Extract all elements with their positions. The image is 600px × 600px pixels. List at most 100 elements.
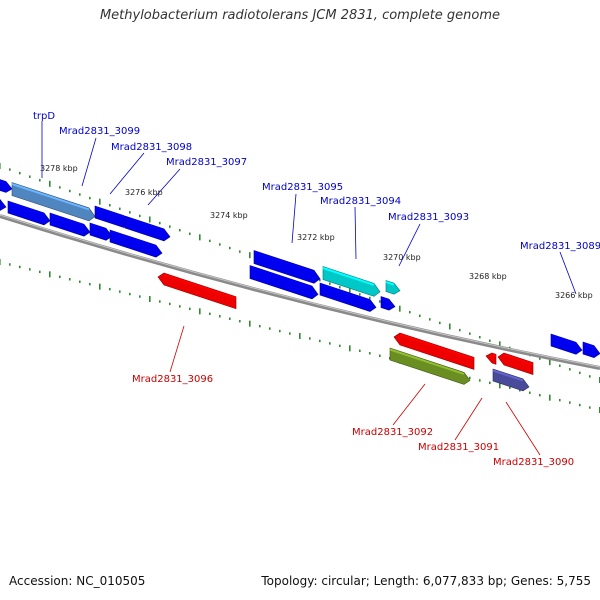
tick-dot bbox=[409, 311, 411, 314]
gene-shine bbox=[491, 353, 497, 357]
gene-3093-cyan[interactable] bbox=[385, 280, 401, 295]
gene-body bbox=[0, 199, 7, 211]
gene-shine bbox=[380, 297, 390, 302]
scale-tick-label: 3268 kbp bbox=[469, 272, 507, 281]
gene-3094[interactable] bbox=[322, 266, 381, 297]
gene-3090[interactable] bbox=[497, 352, 534, 375]
gene-label-forward[interactable]: Mrad2831_3094 bbox=[320, 196, 401, 207]
tick-dot bbox=[509, 386, 511, 389]
tick-dot bbox=[589, 375, 591, 378]
gene-body bbox=[322, 266, 381, 297]
tick-dot bbox=[79, 193, 81, 196]
tick-dot bbox=[359, 293, 361, 296]
tick-dot bbox=[349, 287, 351, 294]
gene-shine bbox=[319, 283, 371, 302]
gene-label-reverse[interactable]: Mrad2831_3092 bbox=[352, 427, 433, 438]
tick-dot bbox=[19, 265, 21, 269]
tick-dot bbox=[369, 296, 371, 300]
tick-dot bbox=[119, 290, 121, 293]
gene-3093[interactable] bbox=[380, 296, 396, 311]
gene-3096[interactable] bbox=[157, 272, 237, 310]
gene-label-forward[interactable]: Mrad2831_3097 bbox=[166, 157, 247, 168]
tick-dot bbox=[59, 186, 61, 189]
tick-dot bbox=[499, 341, 501, 348]
gene-3091[interactable] bbox=[485, 352, 497, 365]
tick-dot bbox=[139, 214, 141, 218]
tick-dot bbox=[319, 339, 321, 343]
gene-body bbox=[497, 352, 534, 375]
gene-shine bbox=[109, 230, 157, 248]
gene-edge-top[interactable] bbox=[0, 179, 13, 193]
gene-3095[interactable] bbox=[249, 265, 319, 300]
gene-label-reverse[interactable]: Mrad2831_3091 bbox=[418, 442, 499, 453]
inner-dot-row bbox=[0, 259, 600, 413]
gene-shine bbox=[94, 206, 125, 219]
tick-dot bbox=[339, 286, 341, 289]
gene-body bbox=[249, 265, 319, 300]
backbone-highlight bbox=[0, 214, 600, 368]
gene-3097[interactable] bbox=[109, 229, 163, 258]
tick-dot bbox=[589, 406, 591, 409]
tick-dot bbox=[39, 179, 41, 182]
tick-dot bbox=[379, 354, 381, 357]
gene-3092-olive[interactable] bbox=[389, 347, 471, 385]
tick-dot bbox=[69, 189, 71, 193]
tick-dot bbox=[339, 344, 341, 348]
scale-tick-label: 3278 kbp bbox=[40, 164, 78, 173]
gene-label-reverse[interactable]: Mrad2831_3096 bbox=[132, 374, 213, 385]
leader-line bbox=[291, 193, 297, 244]
gene-features[interactable] bbox=[0, 179, 600, 392]
gene-label-forward[interactable]: Mrad2831_3089 bbox=[520, 241, 600, 252]
leader-line bbox=[81, 137, 97, 187]
gene-3097-upper[interactable] bbox=[124, 215, 171, 242]
gene-shine bbox=[582, 342, 595, 349]
gene-trpD[interactable] bbox=[11, 182, 96, 222]
tick-dot bbox=[239, 250, 241, 253]
gene-3099[interactable] bbox=[7, 200, 51, 226]
tick-dot bbox=[579, 371, 581, 375]
tick-dot bbox=[9, 168, 11, 171]
tick-dot bbox=[59, 275, 61, 278]
gene-3098b[interactable] bbox=[89, 222, 113, 241]
gene-3098[interactable] bbox=[49, 212, 91, 237]
gene-3090-slate[interactable] bbox=[492, 368, 530, 392]
tick-dot bbox=[269, 327, 271, 330]
tick-dot bbox=[329, 282, 331, 285]
tick-dot bbox=[229, 246, 231, 250]
tick-dot bbox=[119, 207, 121, 210]
gene-3092[interactable] bbox=[393, 332, 475, 370]
gene-3095-upper[interactable] bbox=[253, 250, 321, 284]
tick-dot bbox=[129, 292, 131, 296]
tick-dot bbox=[449, 323, 451, 330]
tick-dot bbox=[489, 339, 491, 342]
leader-line bbox=[559, 251, 577, 295]
gene-body bbox=[253, 250, 321, 284]
tick-dot bbox=[489, 381, 491, 385]
gene-3089[interactable] bbox=[550, 333, 583, 355]
gene-labels[interactable]: trpD Mrad2831_3099 Mrad2831_3098 Mrad2831_3… bbox=[33, 111, 600, 468]
tick-dot bbox=[149, 296, 151, 302]
gene-edge-right[interactable] bbox=[582, 341, 600, 358]
gene-shine bbox=[399, 333, 475, 360]
tick-dot bbox=[419, 314, 421, 317]
tick-dot bbox=[359, 349, 361, 352]
tick-dot bbox=[99, 283, 101, 290]
gene-label-forward[interactable]: Mrad2831_3098 bbox=[111, 142, 192, 153]
gene-label-forward[interactable]: Mrad2831_3099 bbox=[59, 126, 140, 137]
gene-label-forward[interactable]: Mrad2831_3095 bbox=[262, 182, 343, 193]
gene-label-reverse[interactable]: Mrad2831_3090 bbox=[493, 457, 574, 468]
tick-dot bbox=[229, 317, 231, 320]
gene-edge-mid[interactable] bbox=[0, 199, 7, 211]
leader-line bbox=[392, 383, 426, 426]
scale-tick-label: 3276 kbp bbox=[125, 188, 163, 197]
tick-dot bbox=[549, 359, 551, 366]
gene-3094b[interactable] bbox=[319, 282, 377, 312]
tick-dot bbox=[189, 232, 191, 235]
tick-dot bbox=[129, 211, 131, 214]
gene-label-forward[interactable]: Mrad2831_3093 bbox=[388, 212, 469, 223]
gene-label-forward[interactable]: trpD bbox=[33, 111, 55, 122]
gene-shine bbox=[89, 223, 107, 231]
tick-dot bbox=[159, 300, 161, 303]
gene-shine bbox=[124, 216, 165, 232]
